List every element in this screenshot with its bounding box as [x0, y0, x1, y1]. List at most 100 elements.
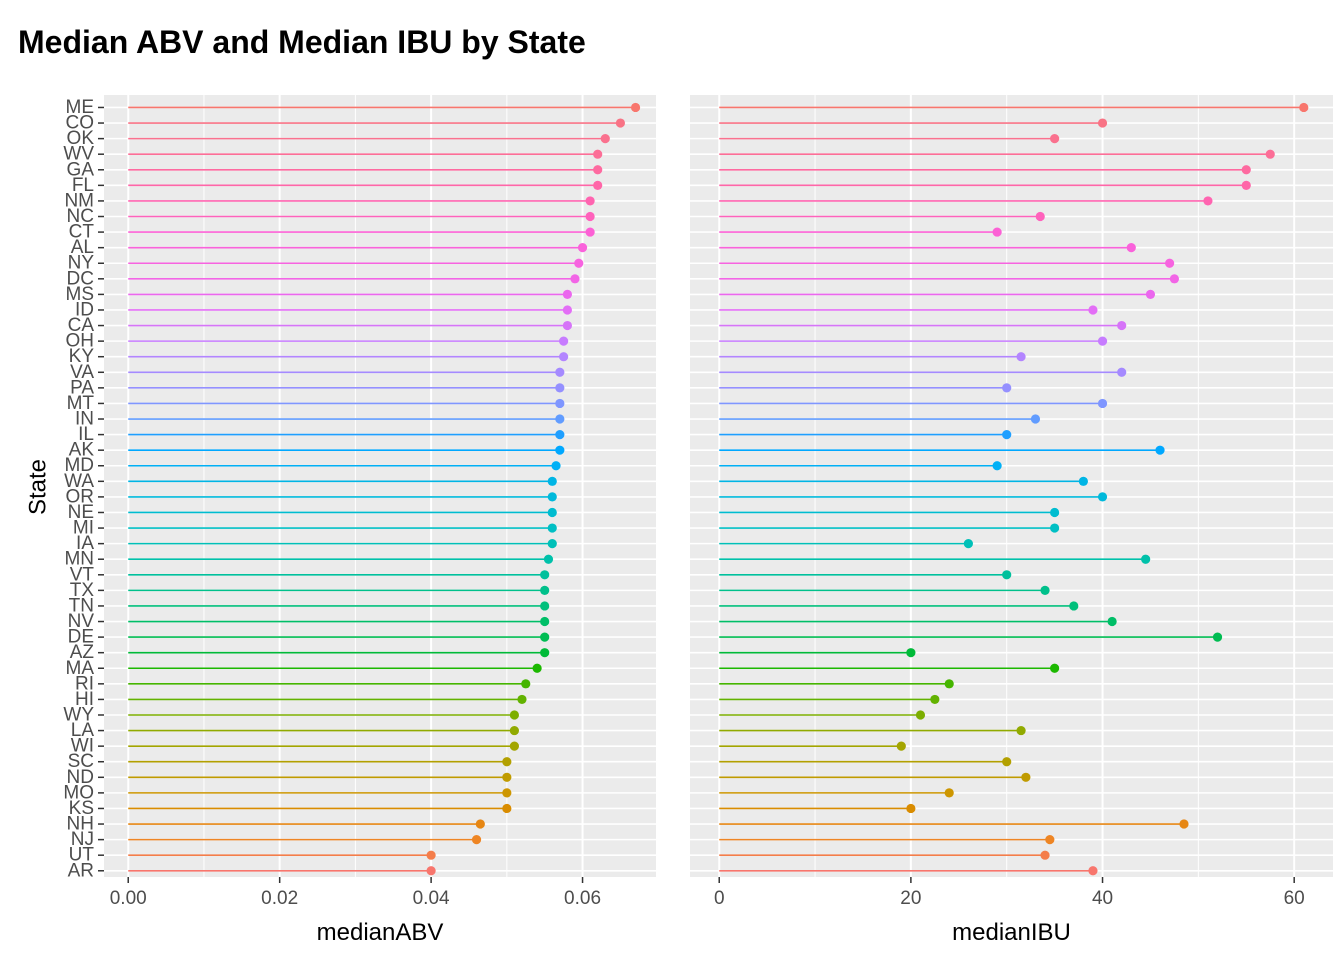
lollipop-point — [555, 367, 565, 377]
lollipop-point — [1050, 663, 1060, 673]
state-label: ID — [75, 299, 94, 320]
state-label: ME — [66, 97, 95, 118]
state-label: FL — [72, 175, 94, 196]
state-label: MO — [63, 782, 94, 803]
lollipop-point — [540, 601, 550, 611]
lollipop-point — [1165, 258, 1175, 268]
lollipop-point — [509, 725, 520, 736]
lollipop-point — [1050, 523, 1060, 533]
state-label: OK — [67, 128, 95, 149]
lollipop-point — [1016, 352, 1026, 362]
state-label: IL — [78, 424, 94, 445]
lollipop-point — [1002, 383, 1012, 393]
lollipop-point — [906, 803, 916, 814]
lollipop-point — [1035, 211, 1045, 222]
lollipop-point — [574, 258, 584, 268]
state-label: WY — [63, 704, 94, 725]
lollipop-point — [1069, 601, 1079, 611]
lollipop-point — [1050, 507, 1060, 518]
state-label: KS — [69, 798, 94, 819]
lollipop-point — [1241, 165, 1251, 175]
lollipop-point — [562, 289, 573, 299]
lollipop-point — [475, 819, 485, 829]
x-tick-label: 0.02 — [261, 888, 298, 909]
lollipop-point — [562, 305, 573, 315]
lollipop-point — [543, 554, 554, 564]
lollipop-point — [1126, 243, 1136, 253]
lollipop-point — [1107, 616, 1117, 627]
lollipop-point — [562, 320, 573, 331]
lollipop-point — [906, 648, 916, 658]
state-label: WV — [63, 144, 94, 165]
state-label: ND — [67, 767, 94, 788]
lollipop-point — [559, 352, 569, 362]
state-label: AL — [71, 237, 94, 258]
lollipop-point — [963, 539, 973, 549]
lollipop-point — [551, 461, 561, 471]
lollipop-point — [555, 429, 565, 440]
state-label: CT — [69, 222, 95, 243]
lollipop-point — [1088, 866, 1098, 876]
lollipop-point — [547, 539, 557, 549]
lollipop-point — [547, 507, 557, 518]
x-axis-title: medianIBU — [952, 919, 1071, 946]
lollipop-point — [1050, 134, 1060, 144]
state-label: NV — [68, 611, 95, 632]
lollipop-point — [426, 866, 436, 876]
lollipop-point — [540, 616, 550, 627]
lollipop-point — [1021, 772, 1031, 782]
lollipop-point — [1117, 320, 1127, 331]
state-label: OR — [66, 486, 95, 507]
state-label: VA — [70, 362, 94, 383]
state-label: DE — [68, 627, 94, 648]
state-label: MT — [67, 393, 95, 414]
state-label: DC — [67, 268, 94, 289]
lollipop-point — [540, 570, 550, 580]
lollipop-point — [992, 227, 1002, 237]
state-label: MA — [66, 658, 95, 679]
state-label: NE — [68, 502, 94, 523]
lollipop-point — [1299, 102, 1309, 113]
state-label: VT — [70, 564, 95, 585]
lollipop-point — [944, 788, 954, 798]
state-label: MD — [64, 455, 94, 476]
state-label: MN — [64, 549, 94, 570]
state-label: SC — [68, 751, 94, 772]
state-axis: ARUTNJNHKSMONDSCWILAWYHIRIMAAZDENVTNTXVT… — [63, 97, 104, 881]
lollipop-point — [615, 118, 626, 128]
state-label: WI — [71, 736, 94, 757]
lollipop-point — [1097, 118, 1108, 128]
state-label: NJ — [71, 829, 94, 850]
state-label: RI — [75, 673, 94, 694]
abv-panel: 0.00 0.02 0.04 0.06 medianABV — [104, 95, 656, 946]
x-tick-label: 0.04 — [413, 888, 450, 909]
state-label: MI — [73, 518, 94, 539]
x-tick-label: 0.00 — [110, 888, 147, 909]
lollipop-point — [570, 274, 580, 284]
state-label: AZ — [70, 642, 95, 663]
lollipop-point — [1203, 196, 1213, 206]
lollipop-point — [547, 523, 557, 533]
state-label: NY — [68, 253, 95, 274]
lollipop-point — [502, 803, 512, 814]
state-label: TX — [70, 580, 95, 601]
state-label: TN — [69, 595, 94, 616]
lollipop-point — [1212, 632, 1223, 642]
state-label: NC — [67, 206, 94, 227]
lollipop-point — [547, 492, 557, 502]
lollipop-point — [577, 243, 588, 253]
lollipop-point — [426, 850, 436, 860]
lollipop-point — [1002, 757, 1012, 767]
lollipop-point — [593, 149, 603, 159]
lollipop-point — [930, 694, 940, 705]
lollipop-point — [1097, 398, 1108, 409]
x-tick-label: 20 — [900, 888, 921, 909]
lollipop-point — [1088, 305, 1098, 315]
lollipop-point — [585, 227, 595, 237]
state-label: LA — [71, 720, 95, 741]
state-label: CO — [66, 113, 95, 134]
lollipop-point — [555, 414, 565, 424]
lollipop-point — [509, 710, 520, 720]
lollipop-point — [1265, 149, 1275, 159]
